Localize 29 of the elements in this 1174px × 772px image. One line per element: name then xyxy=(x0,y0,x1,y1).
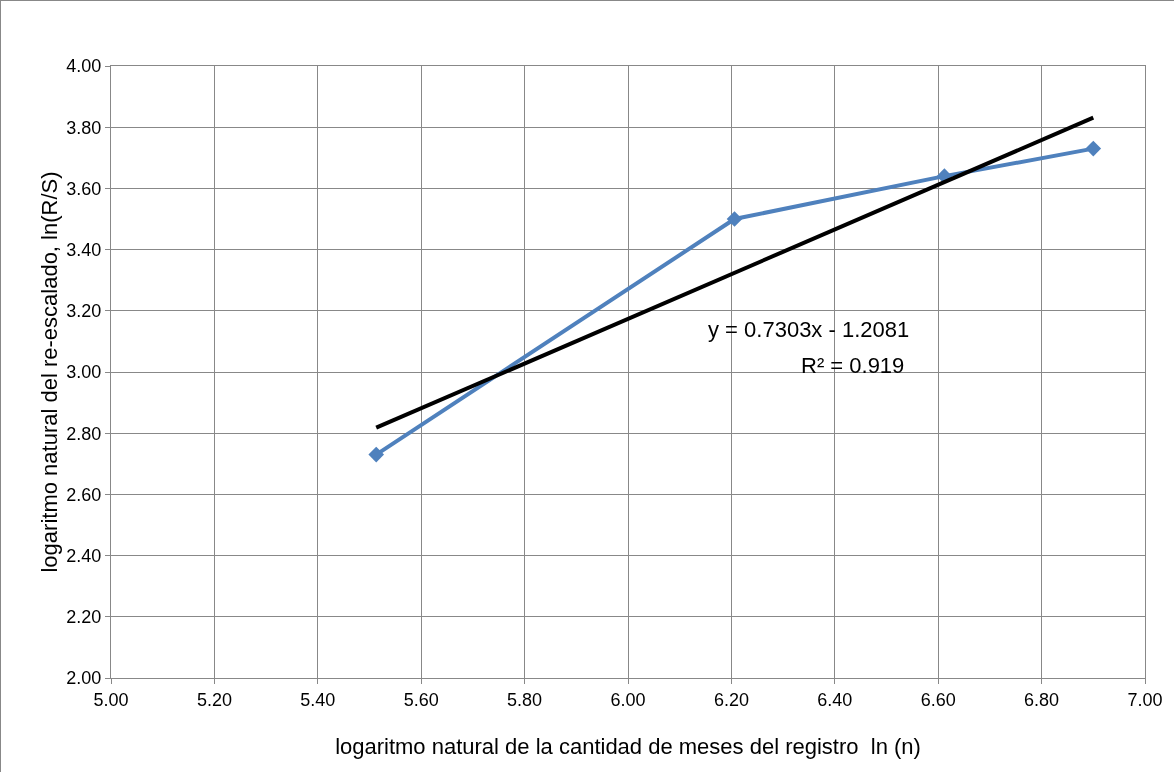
y-tick-label: 4.00 xyxy=(66,56,102,77)
point xyxy=(726,211,743,227)
y-tick-label: 2.00 xyxy=(66,668,102,689)
x-tick-label: 5.20 xyxy=(196,689,232,710)
y-tick-label: 2.20 xyxy=(66,607,102,628)
y-tick-label: 3.40 xyxy=(66,239,102,260)
x-tick-label: 5.60 xyxy=(403,689,439,710)
y-tick-label: 2.80 xyxy=(66,423,102,444)
x-tick-label: 6.00 xyxy=(610,689,646,710)
y-tick-label: 3.00 xyxy=(66,362,102,383)
y-tick-label: 2.60 xyxy=(66,484,102,505)
x-tick-label: 5.40 xyxy=(300,689,336,710)
y-tick-label: 2.40 xyxy=(66,545,102,566)
x-tick-label: 7.00 xyxy=(1127,689,1163,710)
x-tick-label: 6.40 xyxy=(817,689,853,710)
annotation: R² = 0.919 xyxy=(801,353,905,378)
point xyxy=(1085,140,1102,157)
y-tick-label: 3.20 xyxy=(66,301,102,322)
point xyxy=(368,446,385,463)
x-tick-label: 6.80 xyxy=(1024,689,1060,710)
x-tick-label: 5.80 xyxy=(507,689,543,710)
y-tick-label: 3.60 xyxy=(66,178,102,199)
y-tick-label: 3.80 xyxy=(66,117,102,138)
x-tick-label: 6.20 xyxy=(713,689,749,710)
x-tick-label: 5.00 xyxy=(93,689,129,710)
x-axis-title: logaritmo natural de la cantidad de meses del registro ln (n) xyxy=(335,734,921,759)
x-tick-label: 6.60 xyxy=(920,689,956,710)
y-axis-title: logaritmo natural del re-escalado, ln(R/S) xyxy=(37,171,62,573)
annotation: y = 0.7303x - 1.2081 xyxy=(708,317,910,342)
